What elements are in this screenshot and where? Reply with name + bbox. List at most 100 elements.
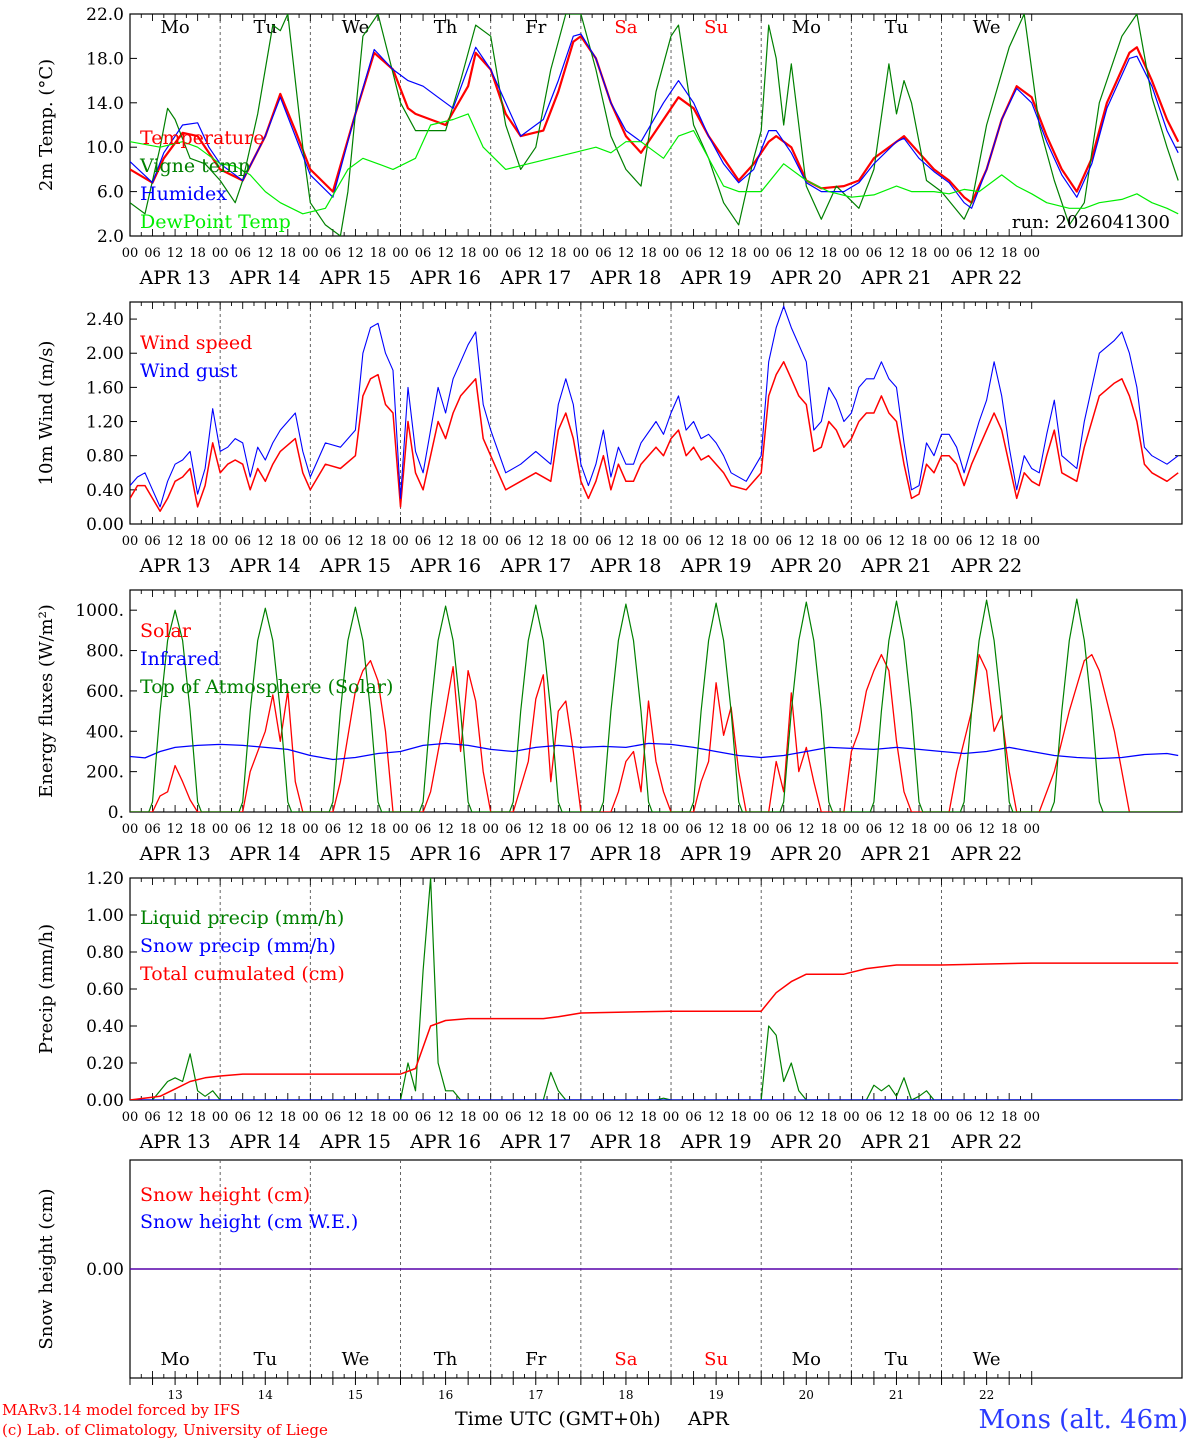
hour-tick-label: 12 <box>708 822 725 837</box>
hour-tick-label: 06 <box>144 822 161 837</box>
hour-tick-label: 18 <box>730 822 747 837</box>
hour-tick-label: 18 <box>1001 246 1018 261</box>
hour-tick-label: 18 <box>550 822 567 837</box>
date-label: APR 22 <box>950 267 1022 289</box>
hour-tick-label: 18 <box>189 822 206 837</box>
hour-tick-label: 12 <box>708 246 725 261</box>
date-label: APR 19 <box>680 1131 752 1153</box>
hour-tick-label: 18 <box>640 246 657 261</box>
hour-tick-label: 12 <box>437 1110 454 1125</box>
hour-tick-label: 00 <box>392 1110 409 1125</box>
hour-tick-label: 00 <box>482 246 499 261</box>
hour-tick-label: 00 <box>933 246 950 261</box>
weekday-label: Tu <box>253 1349 277 1370</box>
hour-tick-label: 00 <box>212 1110 229 1125</box>
hour-tick-label: 00 <box>1023 822 1040 837</box>
date-label: APR 19 <box>680 555 752 577</box>
legend-entry: Snow height (cm) <box>140 1184 310 1206</box>
hour-tick-label: 00 <box>933 1110 950 1125</box>
weekday-label: Th <box>434 17 458 38</box>
hour-tick-label: 12 <box>888 246 905 261</box>
hour-tick-label: 12 <box>618 1110 635 1125</box>
temp-frame <box>129 13 1183 237</box>
hour-tick-label: 00 <box>1023 534 1040 549</box>
wind-panel: 0.00 0.40 0.80 1.20 1.60 2.00 2.40 10m Wind (m/… <box>36 301 1183 577</box>
month-label: APR <box>687 1408 730 1430</box>
hour-tick-label: 06 <box>595 246 612 261</box>
hour-tick-label: 12 <box>618 822 635 837</box>
hour-tick-label: 00 <box>122 1110 139 1125</box>
legend-entry: Humidex <box>140 183 227 205</box>
series-line-wind-gust <box>130 305 1179 508</box>
weekday-label: Fr <box>525 1349 546 1370</box>
date-label: APR 19 <box>680 267 752 289</box>
date-label: APR 22 <box>950 555 1022 577</box>
date-label: APR 22 <box>950 1131 1022 1153</box>
hour-tick-label: 18 <box>280 534 297 549</box>
hour-tick-label: 12 <box>978 534 995 549</box>
y-tick-label: 0.80 <box>86 447 124 467</box>
y-tick-label: 0.40 <box>86 1017 124 1037</box>
date-label: APR 14 <box>229 1131 301 1153</box>
hour-tick-label: 06 <box>505 822 522 837</box>
hour-tick-label: 06 <box>595 1110 612 1125</box>
hour-tick-label: 18 <box>460 1110 477 1125</box>
hour-tick-label: 00 <box>573 822 590 837</box>
hour-tick-label: 18 <box>370 822 387 837</box>
wind-frame <box>129 301 1183 525</box>
series-line-vigne-temp <box>130 14 1179 236</box>
y-tick-label: 18.0 <box>86 49 124 69</box>
date-label: APR 18 <box>589 843 661 865</box>
y-tick-label: 800. <box>86 642 124 662</box>
date-label: APR 13 <box>139 267 211 289</box>
y-tick-label: 1000. <box>75 601 124 621</box>
legend-entry: Solar <box>140 620 192 642</box>
station-label: Mons (alt. 46m) <box>979 1405 1188 1435</box>
legend-entry: Snow precip (mm/h) <box>140 935 336 957</box>
date-label: APR 22 <box>950 843 1022 865</box>
y-tick-label: 10.0 <box>86 138 124 158</box>
hour-tick-label: 00 <box>933 534 950 549</box>
date-label: APR 14 <box>229 267 301 289</box>
hour-tick-label: 00 <box>843 534 860 549</box>
date-label: APR 20 <box>770 555 842 577</box>
hour-tick-label: 06 <box>866 822 883 837</box>
hour-tick-label: 18 <box>821 822 838 837</box>
legend-entry: Infrared <box>140 648 220 670</box>
date-label: APR 14 <box>229 843 301 865</box>
hour-tick-label: 12 <box>527 246 544 261</box>
hour-tick-label: 18 <box>1001 1110 1018 1125</box>
series-line-total-cumulated-cm- <box>130 962 1179 1100</box>
hour-tick-label: 18 <box>911 534 928 549</box>
date-label: APR 17 <box>499 1131 571 1153</box>
series-line-infrared <box>130 742 1179 761</box>
hour-tick-label: 06 <box>595 534 612 549</box>
hour-tick-label: 00 <box>573 534 590 549</box>
weekday-label: We <box>973 17 1001 38</box>
snow-panel: 0.00 Snow height (cm) Mo Tu We Th Fr Sa Su Mo Tu We… <box>36 1159 1183 1379</box>
hour-tick-label: 12 <box>527 1110 544 1125</box>
series-line-temperature <box>130 35 1180 204</box>
hour-tick-label: 06 <box>685 822 702 837</box>
y-tick-label: 1.20 <box>86 869 124 889</box>
hour-tick-label: 18 <box>460 246 477 261</box>
weekday-label: Tu <box>253 17 277 38</box>
hour-tick-label: 12 <box>257 534 274 549</box>
hour-tick-label: 18 <box>370 534 387 549</box>
hour-tick-label: 00 <box>1023 1110 1040 1125</box>
hour-tick-label: 18 <box>730 534 747 549</box>
date-label: APR 18 <box>589 267 661 289</box>
hour-tick-label: 06 <box>234 822 251 837</box>
hour-tick-label: 06 <box>685 246 702 261</box>
hour-tick-label: 00 <box>843 246 860 261</box>
run-label: run: 2026041300 <box>1012 212 1170 233</box>
hour-tick-label: 06 <box>325 534 342 549</box>
day-number: 14 <box>258 1388 274 1402</box>
y-tick-label: 600. <box>86 682 124 702</box>
hour-tick-label: 00 <box>663 822 680 837</box>
temp-ylabel: 2m Temp. (°C) <box>36 59 57 191</box>
hour-tick-label: 06 <box>325 822 342 837</box>
date-label: APR 18 <box>589 555 661 577</box>
hour-tick-label: 00 <box>482 534 499 549</box>
y-tick-label: 0.60 <box>86 980 124 1000</box>
